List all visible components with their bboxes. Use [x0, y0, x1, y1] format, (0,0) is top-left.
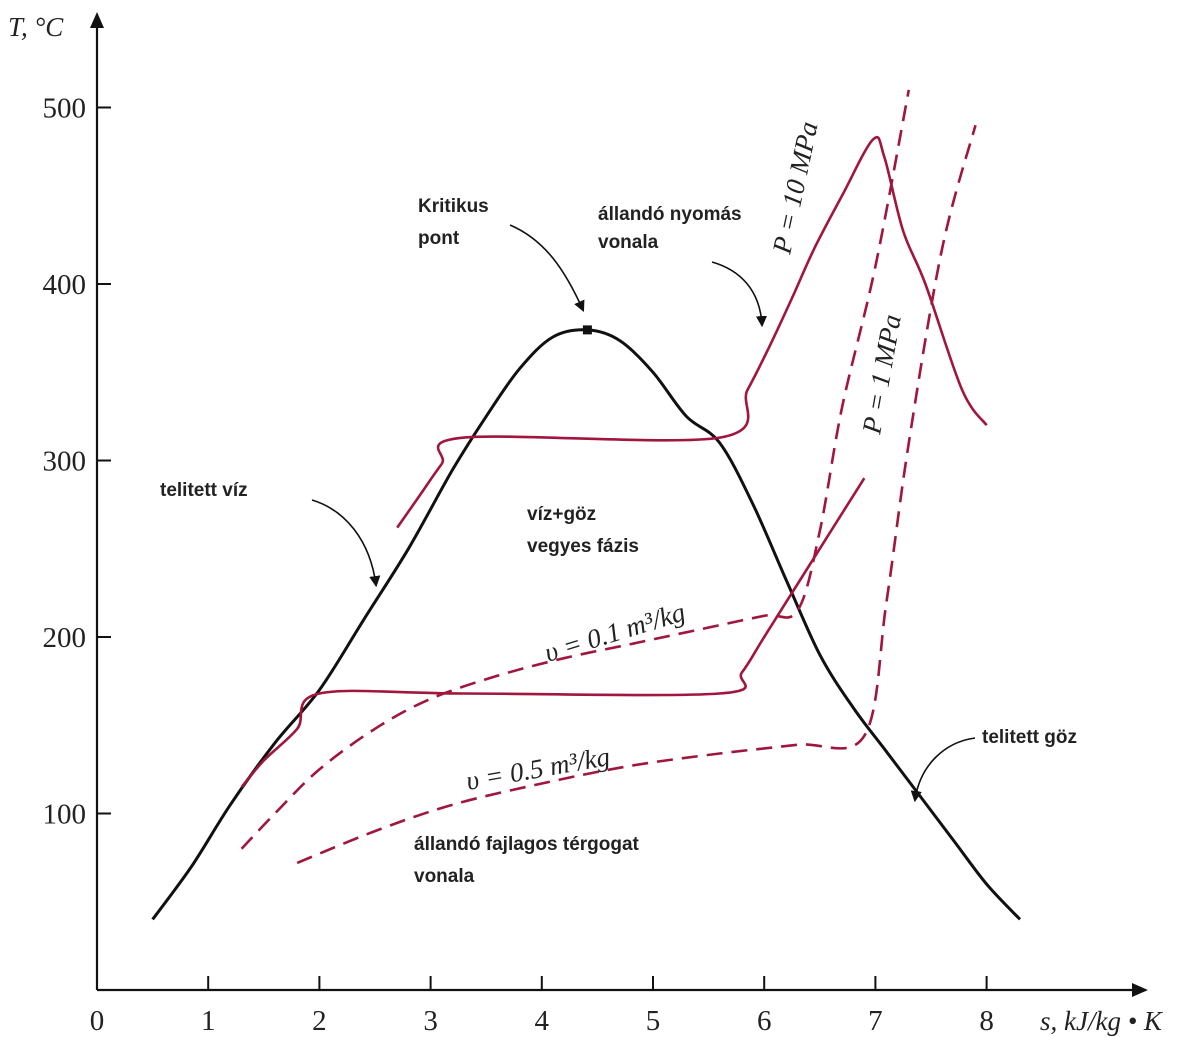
label-v01: υ = 0.1 m³/kg	[541, 597, 689, 668]
series-isobar-10mpa	[396, 135, 988, 529]
x-axis-label: s, kJ/kg • K	[1040, 1006, 1164, 1036]
y-tick-label: 100	[43, 799, 87, 831]
label-p10: P = 10 MPa	[766, 119, 823, 257]
critical-point-marker	[582, 325, 592, 335]
x-ticks: 0 1 2 3 4 5 6 7 8	[90, 976, 994, 1037]
critical-arrow	[509, 224, 585, 313]
x-tick-label: 7	[868, 1005, 883, 1037]
series-isochore-0-1	[240, 89, 911, 850]
x-tick-label: 0	[90, 1005, 105, 1037]
series-layer	[151, 89, 1022, 921]
sat-water-arrow	[311, 499, 381, 588]
annotation-isochore: állandó fajlagos térgogat vonala	[414, 834, 644, 887]
annotation-critical: Kritikus pont	[418, 196, 494, 249]
sat-vapor-arrow	[910, 737, 976, 803]
y-axis-label: T, °C	[8, 12, 64, 42]
label-v05: υ = 0.5 m³/kg	[464, 741, 612, 796]
x-axis-arrow-icon	[1132, 983, 1148, 997]
y-ticks: 100 200 300 400 500	[43, 93, 111, 831]
x-tick-label: 4	[535, 1005, 550, 1037]
x-tick-label: 6	[757, 1005, 772, 1037]
x-tick-label: 2	[312, 1005, 327, 1037]
annotation-sat-water: telitett víz	[160, 480, 248, 501]
series-isobar-1mpa	[240, 477, 866, 788]
annotation-mixture: víz+göz vegyes fázis	[527, 504, 639, 557]
isobar-arrow	[711, 261, 768, 328]
y-tick-label: 500	[43, 93, 87, 125]
x-tick-label: 8	[979, 1005, 994, 1037]
x-tick-label: 5	[646, 1005, 661, 1037]
x-tick-label: 3	[423, 1005, 438, 1037]
annotation-sat-vapor: telitett göz	[982, 727, 1077, 748]
y-axis-arrow-icon	[90, 12, 104, 28]
label-p1: P = 1 MPa	[856, 312, 907, 437]
annotation-isobar: állandó nyomás vonala	[598, 204, 747, 253]
y-tick-label: 300	[43, 446, 87, 478]
y-tick-label: 200	[43, 622, 87, 654]
x-tick-label: 1	[201, 1005, 216, 1037]
y-tick-label: 400	[43, 269, 87, 301]
